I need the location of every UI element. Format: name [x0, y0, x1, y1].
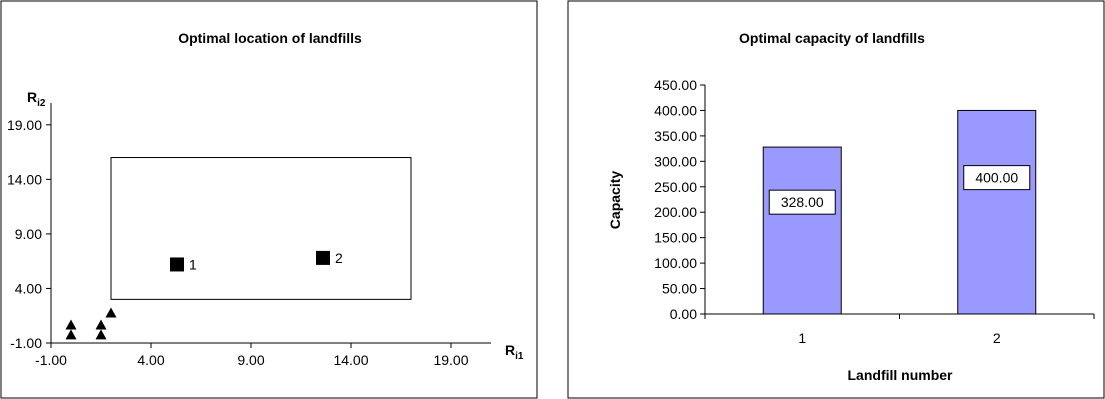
data-label-box: [768, 189, 836, 215]
left-chart-title: Optimal location of landfills: [178, 30, 362, 46]
left-x-axis-label-sub: i1: [515, 351, 524, 362]
left-x-tick-label: 14.00: [333, 352, 368, 368]
left-x-tick-label: 9.00: [237, 352, 264, 368]
data-label-box: [963, 165, 1031, 191]
left-y-tick-label: 19.00: [7, 117, 42, 133]
left-y-tick-label: 14.00: [7, 171, 42, 187]
right-y-tick-label: 350.00: [654, 128, 697, 144]
source-point-marker: [105, 307, 117, 318]
left-x-tick-label: -1.00: [35, 352, 67, 368]
right-y-tick-label: 0.00: [670, 306, 697, 322]
left-y-tick-label: -1.00: [10, 335, 42, 351]
landfill-point-label: 2: [335, 250, 343, 266]
left-y-axis-label-sub: i2: [37, 98, 46, 109]
right-plot-area: 0.00 50.00 100.00 150.00 200.00 250.00 300.00 3…: [654, 77, 1095, 346]
data-label: 328.00: [781, 194, 824, 210]
left-x-tick-label: 19.00: [433, 352, 468, 368]
right-y-tick-label: 50.00: [662, 281, 697, 297]
left-x-tick-label: 4.00: [137, 352, 164, 368]
right-x-tick-label: 2: [993, 330, 1001, 346]
source-point-marker: [95, 329, 107, 340]
source-point-marker: [65, 319, 77, 330]
left-chart-border: [0, 0, 538, 399]
right-chart-title: Optimal capacity of landfills: [739, 30, 925, 46]
left-y-tick-label: 9.00: [15, 226, 42, 242]
right-y-tick-label: 400.00: [654, 102, 697, 118]
right-y-tick-label: 450.00: [654, 77, 697, 93]
landfill-point-marker: [316, 250, 330, 265]
right-y-tick-label: 200.00: [654, 204, 697, 220]
data-label: 400.00: [975, 170, 1018, 186]
left-plot-area: -1.00 4.00 9.00 14.00 19.00 -1.00 4.00 9.00 14.0…: [7, 103, 491, 368]
left-x-axis-label: Ri1: [505, 342, 524, 362]
source-point-marker: [95, 319, 107, 330]
right-x-axis-label: Landfill number: [848, 367, 954, 383]
left-y-tick-label: 4.00: [15, 280, 42, 296]
right-y-tick-label: 300.00: [654, 153, 697, 169]
landfill-point-marker: [170, 257, 184, 272]
right-y-tick-label: 100.00: [654, 255, 697, 271]
right-y-tick-label: 150.00: [654, 230, 697, 246]
source-point-marker: [65, 329, 77, 340]
capacity-bar: [762, 146, 842, 315]
capacity-bar: [957, 109, 1037, 315]
right-y-axis-label: Capacity: [607, 171, 623, 230]
left-y-axis-label: Ri2: [27, 89, 46, 109]
feasible-region-rect: [110, 157, 412, 300]
right-x-tick-label: 1: [798, 330, 806, 346]
right-y-tick-label: 250.00: [654, 179, 697, 195]
landfill-point-label: 1: [189, 256, 197, 272]
